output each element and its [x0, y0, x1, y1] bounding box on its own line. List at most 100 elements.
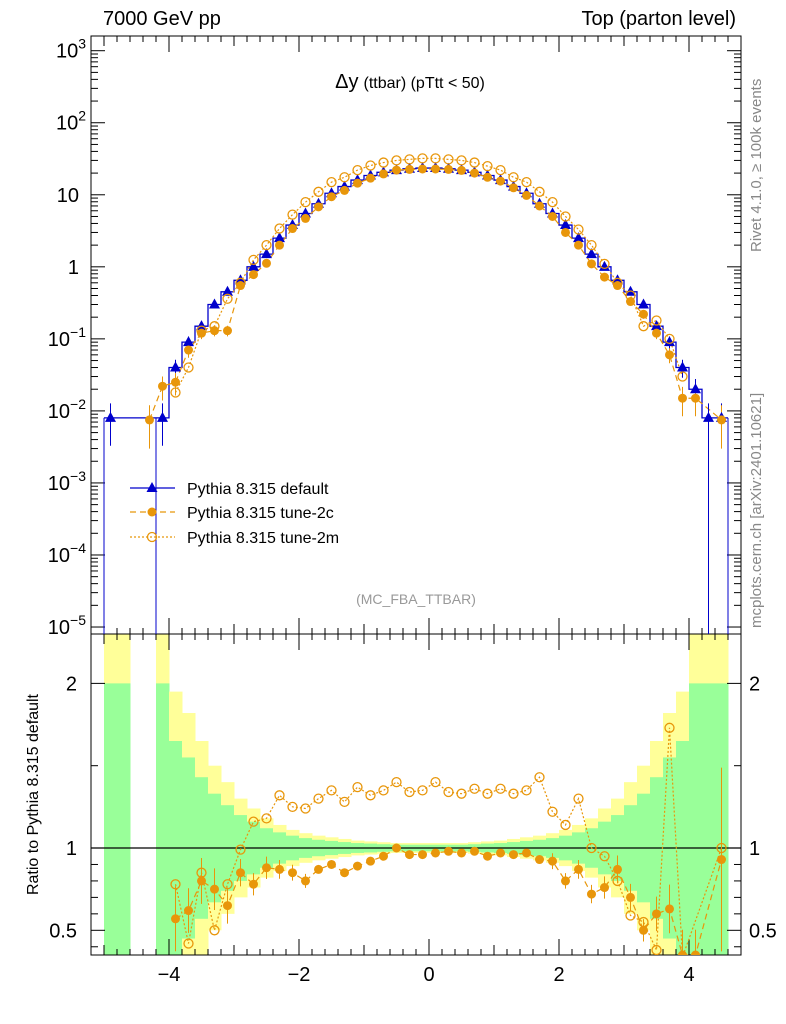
- y-tick-label: 10−4: [48, 540, 86, 567]
- series-tune-2m-point: [677, 371, 688, 382]
- ratio-tune-2c-point: [535, 855, 544, 865]
- series-tune-2m-point: [365, 160, 376, 171]
- ratio-tune-2m-point: [586, 842, 597, 854]
- series-tune-2c-point: [275, 240, 284, 250]
- series-tune-2m-line: [174, 157, 684, 393]
- series-tune-2c-point: [236, 281, 245, 291]
- ratio-tune-2m-point: [469, 783, 480, 794]
- ratio-tune-2c-point: [171, 914, 180, 924]
- series-tune-2c-point: [262, 258, 271, 268]
- ratio-series: [170, 722, 727, 955]
- ratio-tune-2m-point: [560, 819, 571, 831]
- series-tune-2m-point: [196, 325, 207, 336]
- series-default-point: [560, 219, 571, 230]
- series-tune-2c-point: [314, 202, 323, 212]
- y-tick-label: 10−1: [48, 324, 86, 351]
- series-tune-2m-point: [443, 154, 454, 165]
- series-default-point: [703, 411, 714, 422]
- ratio-tune-2c-point: [717, 855, 726, 865]
- series-tune-2m-point: [508, 172, 519, 183]
- series-tune-2c-point: [561, 227, 570, 237]
- series-default-point: [586, 248, 597, 259]
- ratio-tune-2m-point: [313, 793, 324, 804]
- ratio-tune-2m-point: [664, 722, 675, 733]
- y-tick-label: 10: [57, 185, 79, 207]
- series-tune-2c-point: [158, 381, 167, 391]
- ratio-tune-2c-point: [223, 901, 232, 911]
- series-tune-2c-point: [288, 224, 297, 234]
- ratio-tune-2c-point: [483, 851, 492, 861]
- ratio-tune-2c-point: [574, 864, 583, 874]
- series-tune-2m-point: [235, 277, 246, 288]
- ratio-tune-2c-point: [210, 884, 219, 894]
- ratio-tune-2c-point: [522, 848, 531, 858]
- ratio-tune-2c-point: [431, 848, 440, 858]
- ratio-tune-2c-point: [340, 868, 349, 878]
- ratio-tune-2c-point: [561, 876, 570, 886]
- series-default-point: [170, 361, 181, 372]
- series-tune-2m-point: [560, 211, 571, 222]
- series-tune-2c-point: [522, 190, 531, 200]
- ratio-tune-2m-point: [391, 777, 402, 788]
- series-tune-2m-point: [313, 186, 324, 197]
- series-tune-2c-point: [574, 240, 583, 250]
- ratio-y-tick-label: 1: [66, 838, 77, 860]
- series-tune-2c-point: [444, 164, 453, 174]
- ratio-tune-2m-point: [170, 879, 181, 890]
- x-tick-label: 2: [553, 964, 564, 986]
- data-series: [103, 153, 729, 955]
- series-tune-2c-line: [148, 168, 722, 421]
- series-tune-2m-point: [391, 155, 402, 166]
- ratio-tune-2c-point: [275, 864, 284, 874]
- series-tune-2m-point: [417, 153, 428, 164]
- series-tune-2m-point: [482, 160, 493, 172]
- series-default-point: [157, 411, 168, 422]
- series-tune-2m-point: [287, 209, 298, 220]
- series-tune-2c-point: [405, 164, 414, 174]
- series-tune-2m-point: [183, 362, 194, 373]
- series-tune-2m-point: [469, 157, 480, 168]
- ratio-tune-2m-point: [300, 803, 311, 814]
- ratio-tune-2c-point: [184, 906, 193, 916]
- x-tick-label: −2: [288, 964, 311, 986]
- series-tune-2m-point: [404, 154, 415, 165]
- series-default-point: [638, 298, 649, 309]
- ratio-tune-2c-point: [418, 850, 427, 860]
- ratio-tune-2c-point: [444, 846, 453, 856]
- series-tune-2c-point: [665, 350, 674, 360]
- series-tune-2c-point: [587, 259, 596, 269]
- ratio-tune-2c-point: [327, 859, 336, 869]
- series-tune-2c-point: [613, 281, 622, 291]
- series-tune-2c-point: [548, 211, 557, 221]
- y-tick-label: 1: [68, 257, 79, 279]
- ratio-tune-2m-point: [183, 938, 194, 949]
- series-tune-2c-point: [431, 164, 440, 174]
- series-tune-2c-point: [197, 328, 206, 338]
- ratio-tune-2m-point: [508, 788, 519, 799]
- series-tune-2c-point: [249, 270, 258, 280]
- ratio-ylabel: Ratio to Pythia 8.315 default: [25, 693, 42, 895]
- series-default-point: [677, 361, 688, 372]
- ratio-tune-2c-point: [366, 856, 375, 866]
- ratio-tune-2m-point: [625, 910, 636, 921]
- ratio-tune-2m-point: [417, 785, 428, 796]
- series-default-point: [274, 232, 285, 243]
- series-default-point: [209, 298, 220, 309]
- series-tune-2m-point: [248, 254, 259, 265]
- series-tune-2c-point: [223, 326, 232, 336]
- ratio-tune-2m-point: [651, 944, 662, 955]
- ratio-tune-2c-point: [613, 864, 622, 874]
- series-tune-2m-point: [378, 157, 389, 168]
- ratio-tune-2m-point: [326, 785, 337, 796]
- series-tune-2c-point: [145, 415, 154, 425]
- series-tune-2m-point: [300, 197, 311, 208]
- series-tune-2m-point: [274, 223, 285, 234]
- series-tune-2c-point: [171, 377, 180, 387]
- ratio-tune-2m-point: [521, 785, 532, 796]
- series-default-point: [183, 336, 194, 347]
- series-tune-2m-point: [599, 258, 610, 269]
- series-default-point: [105, 411, 116, 422]
- series-tune-2c-point: [639, 309, 648, 319]
- header-right: Top (parton level): [581, 8, 736, 30]
